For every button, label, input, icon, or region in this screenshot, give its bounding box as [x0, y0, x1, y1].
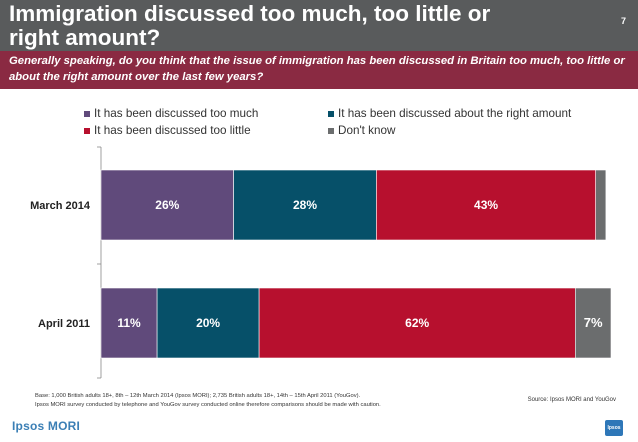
- title-bar: Immigration discussed too much, too litt…: [0, 0, 638, 51]
- legend-item-dont-know: Don't know: [328, 124, 395, 137]
- bar-segment: [595, 169, 607, 241]
- bar-segment: [574, 287, 612, 359]
- legend-label: Don't know: [338, 124, 396, 137]
- bar-segment: [100, 169, 234, 241]
- legend-label: It has been discussed about the right am…: [338, 107, 572, 120]
- question-text: Generally speaking, do you think that th…: [9, 55, 625, 83]
- category-label-april-2011: April 2011: [38, 318, 90, 330]
- bar-value-label: 20%: [196, 316, 220, 330]
- bar-segment: [376, 169, 596, 241]
- footnote-line-2: Ipsos MORI survey conducted by telephone…: [35, 401, 381, 408]
- footnote-line-1: Base: 1,000 British adults 18+, 8th – 12…: [35, 393, 361, 399]
- page-title: Immigration discussed too much, too litt…: [9, 1, 491, 50]
- base-footnote: Base: 1,000 British adults 18+, 8th – 12…: [35, 392, 495, 409]
- slide-number: 7: [620, 16, 626, 26]
- brand-logo-text: Ipsos MORI: [12, 419, 81, 433]
- bar-value-label: 2%: [617, 197, 636, 212]
- legend-item-too-little: It has been discussed too little: [84, 124, 251, 137]
- subtitle-bar: Generally speaking, do you think that th…: [0, 51, 638, 89]
- bar-value-label: 28%: [293, 198, 317, 212]
- bar-value-label: 26%: [155, 198, 179, 212]
- bar-segment: [258, 287, 576, 359]
- legend-swatch: [328, 110, 334, 117]
- legend-swatch: [84, 127, 90, 134]
- footer: [0, 414, 638, 442]
- bar-segment: [100, 287, 158, 359]
- legend-item-right-amount: It has been discussed about the right am…: [328, 107, 571, 120]
- legend-swatch: [328, 127, 334, 134]
- ipsos-logo-icon: Ipsos: [605, 420, 623, 436]
- legend-label: It has been discussed too little: [94, 124, 251, 137]
- bar-value-label: 43%: [474, 198, 498, 212]
- legend-swatch: [84, 110, 90, 117]
- legend-item-too-much: It has been discussed too much: [84, 107, 258, 120]
- bar-segment: [156, 287, 260, 359]
- bar-value-label: 7%: [584, 315, 603, 330]
- bar-value-label: 62%: [405, 316, 429, 330]
- bar-value-label: 11%: [117, 316, 141, 330]
- category-label-march-2014: March 2014: [30, 200, 90, 212]
- legend-label: It has been discussed too much: [94, 107, 259, 120]
- source-note: Source: Ipsos MORI and YouGov: [527, 397, 616, 403]
